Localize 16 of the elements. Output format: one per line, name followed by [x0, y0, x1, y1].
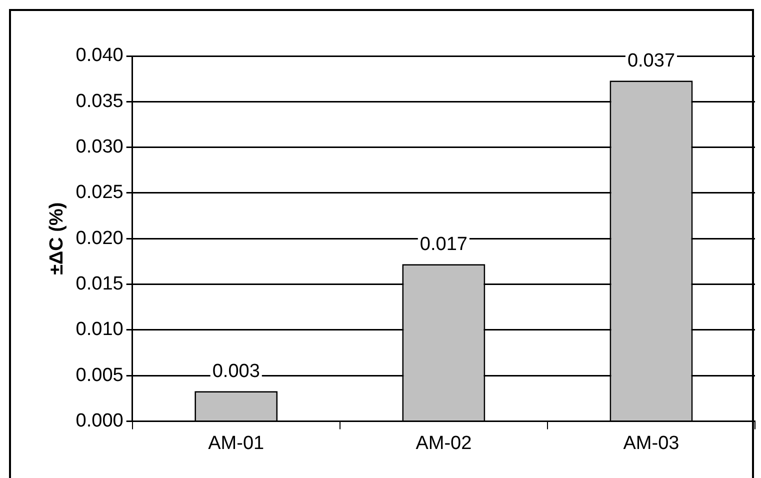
y-tick-label: 0.030 [76, 136, 124, 158]
y-tick-label: 0.040 [76, 45, 124, 66]
data-label: 0.017 [420, 234, 468, 255]
y-tick-label: 0.010 [76, 319, 124, 340]
data-label: 0.037 [627, 50, 675, 72]
y-tick-label: 0.020 [76, 228, 124, 249]
x-tick-label: AM-03 [623, 432, 680, 454]
data-label: 0.003 [212, 360, 260, 382]
y-tick-label: 0.005 [76, 364, 124, 386]
y-tick-label: 0.015 [76, 273, 124, 294]
y-axis-title: ±ΔC (%) [46, 202, 68, 275]
x-tick-label: AM-02 [416, 432, 472, 454]
x-tick-label: AM-01 [208, 432, 264, 454]
y-tick-label: 0.025 [76, 182, 124, 204]
y-tick-label: 0.035 [76, 90, 124, 112]
y-tick-label: 0.000 [76, 410, 124, 432]
